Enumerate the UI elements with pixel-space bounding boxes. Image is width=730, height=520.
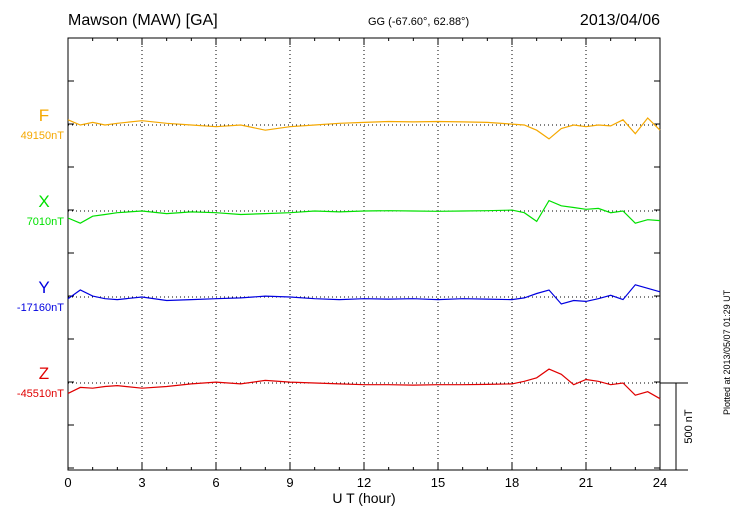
baseline-label-y: -17160nT (17, 302, 64, 314)
baseline-label-z: -45510nT (17, 388, 64, 400)
trace-x (67, 199, 661, 224)
scale-bar-label: 500 nT (683, 409, 695, 444)
x-tick-label: 24 (653, 475, 667, 490)
x-tick-label: 15 (431, 475, 445, 490)
x-tick-label: 21 (579, 475, 593, 490)
x-tick-label: 0 (64, 475, 71, 490)
component-label-z: Z (39, 364, 49, 383)
baseline-label-x: 7010nT (27, 216, 65, 228)
plotted-timestamp: Plotted at 2013/05/07 01:29 UT (722, 289, 730, 415)
trace-y (67, 284, 661, 305)
component-label-y: Y (38, 278, 49, 297)
x-tick-label: 12 (357, 475, 371, 490)
plot-date: 2013/04/06 (579, 12, 660, 29)
x-tick-label: 18 (505, 475, 519, 490)
x-tick-label: 3 (138, 475, 145, 490)
trace-z (67, 368, 661, 400)
component-label-f: F (39, 106, 49, 125)
x-axis-label: U T (hour) (332, 490, 395, 506)
trace-f (67, 117, 661, 140)
baseline-label-f: 49150nT (21, 130, 65, 142)
x-tick-label: 9 (286, 475, 293, 490)
geographic-coordinates: GG (-67.60°, 62.88°) (368, 16, 470, 28)
station-title: Mawson (MAW) [GA] (68, 12, 218, 29)
x-tick-label: 6 (212, 475, 219, 490)
component-label-x: X (38, 192, 49, 211)
